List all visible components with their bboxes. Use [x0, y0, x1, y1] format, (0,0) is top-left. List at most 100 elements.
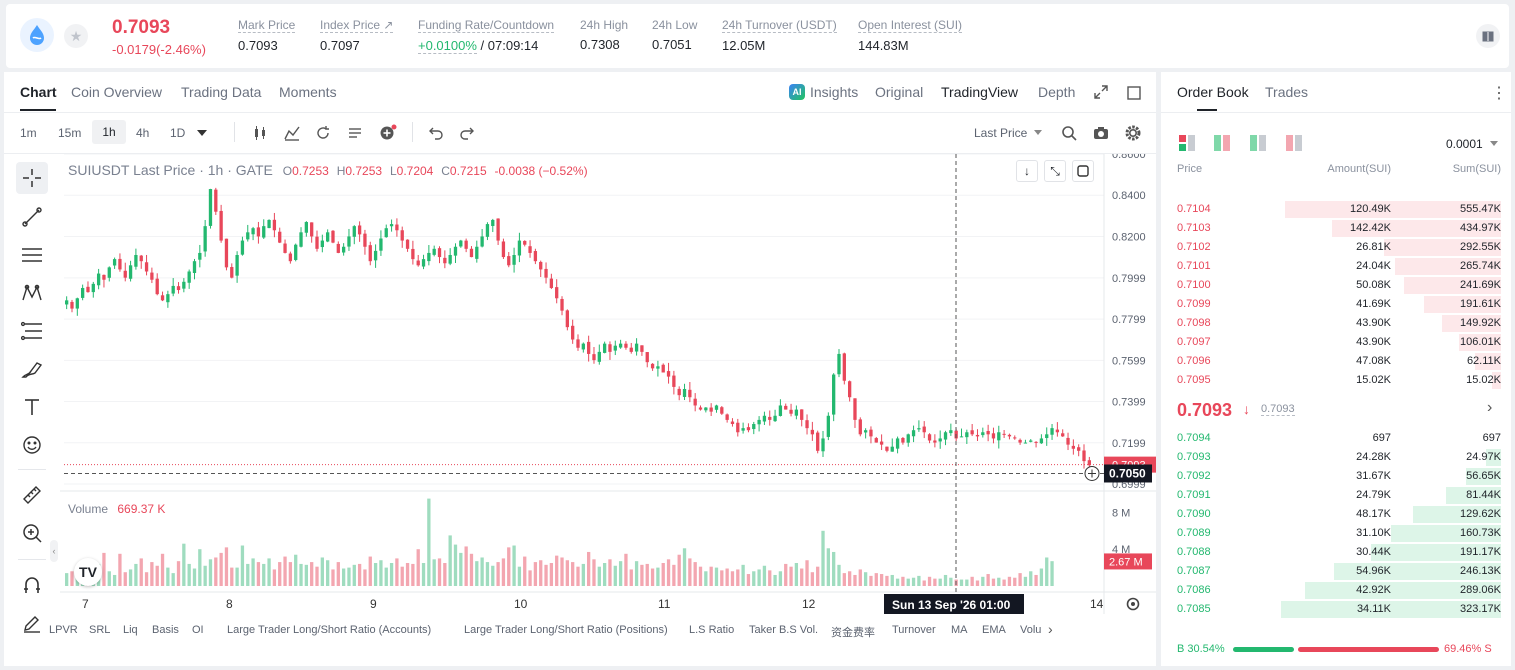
bid-row[interactable]: 0.7086 42.92K 289.06K	[1161, 581, 1511, 600]
search-icon[interactable]	[1061, 125, 1077, 141]
ask-row[interactable]: 0.7104 120.49K 555.47K	[1161, 200, 1511, 219]
refresh-icon[interactable]	[315, 125, 331, 141]
tab-order-book[interactable]: Order Book	[1177, 84, 1249, 100]
ask-row[interactable]: 0.7099 41.69K 191.61K	[1161, 295, 1511, 314]
tab-coin-overview[interactable]: Coin Overview	[71, 84, 163, 100]
ask-row[interactable]: 0.7096 47.08K 62.11K	[1161, 352, 1511, 371]
ask-price[interactable]: 0.7101	[1177, 260, 1211, 272]
ruler-tool-icon[interactable]	[16, 479, 48, 511]
ask-row[interactable]: 0.7098 43.90K 149.92K	[1161, 314, 1511, 333]
tab-trading-data[interactable]: Trading Data	[181, 84, 262, 100]
ask-row[interactable]: 0.7102 26.81K 292.55K	[1161, 238, 1511, 257]
more-menu-icon[interactable]: ⋮	[1491, 85, 1507, 102]
undo-icon[interactable]	[428, 125, 444, 141]
indicator-lpvr[interactable]: LPVR	[49, 624, 78, 636]
ask-price[interactable]: 0.7103	[1177, 222, 1211, 234]
ask-price[interactable]: 0.7100	[1177, 279, 1211, 291]
redo-icon[interactable]	[459, 125, 475, 141]
text-tool-icon[interactable]	[16, 391, 48, 423]
bid-row[interactable]: 0.7091 24.79K 81.44K	[1161, 486, 1511, 505]
pencil-lock-tool-icon[interactable]	[16, 607, 48, 639]
tab-chart[interactable]: Chart	[20, 84, 57, 100]
bid-price[interactable]: 0.7088	[1177, 546, 1211, 558]
ask-price[interactable]: 0.7095	[1177, 374, 1211, 386]
bid-row[interactable]: 0.7085 34.11K 323.17K	[1161, 600, 1511, 619]
stat-index-price[interactable]: Index Price ↗ 0.7097	[320, 18, 394, 53]
add-indicator-icon[interactable]	[379, 124, 397, 142]
collapse-arrows-icon[interactable]: ⤡	[1044, 160, 1066, 182]
chevron-right-icon[interactable]: ›	[1487, 399, 1493, 416]
indicator-liq[interactable]: Liq	[123, 624, 138, 636]
precision-select[interactable]: 0.0001	[1446, 137, 1483, 151]
book-bids-only-icon[interactable]	[1214, 135, 1230, 151]
scroll-right-icon[interactable]: ›	[1048, 621, 1053, 637]
indicator-large-trader-positions[interactable]: Large Trader Long/Short Ratio (Positions…	[464, 624, 668, 636]
bid-price[interactable]: 0.7092	[1177, 470, 1211, 482]
indicator-turnover[interactable]: Turnover	[892, 624, 936, 636]
indicator-ma[interactable]: MA	[951, 624, 968, 636]
indicator-volume[interactable]: Volu	[1020, 624, 1042, 636]
indicators-icon[interactable]	[284, 125, 300, 141]
bid-price[interactable]: 0.7094	[1177, 432, 1211, 444]
bid-row[interactable]: 0.7087 54.96K 246.13K	[1161, 562, 1511, 581]
price-source-select[interactable]: Last Price	[974, 126, 1028, 140]
brush-tool-icon[interactable]	[16, 353, 48, 385]
bid-row[interactable]: 0.7092 31.67K 56.65K	[1161, 467, 1511, 486]
ask-row[interactable]: 0.7100 50.08K 241.69K	[1161, 276, 1511, 295]
indicator-large-trader-accounts[interactable]: Large Trader Long/Short Ratio (Accounts)	[227, 624, 432, 636]
zoom-in-tool-icon[interactable]	[16, 517, 48, 549]
expand-icon[interactable]	[1093, 84, 1109, 100]
indicator-funding-rate[interactable]: 资金费率	[831, 627, 875, 639]
bid-row[interactable]: 0.7094 697 697	[1161, 429, 1511, 448]
candlestick-chart[interactable]: 0.8600 0.8400 0.8200 0.7999 0.7799 0.7599 0.73…	[60, 154, 1156, 614]
bid-price[interactable]: 0.7089	[1177, 527, 1211, 539]
bid-row[interactable]: 0.7090 48.17K 129.62K	[1161, 505, 1511, 524]
favorite-star-icon[interactable]: ★	[64, 24, 88, 48]
magnet-tool-icon[interactable]	[16, 569, 48, 601]
pattern-tool-icon[interactable]	[16, 277, 48, 309]
settings-gear-icon[interactable]	[1125, 125, 1141, 141]
bid-price[interactable]: 0.7085	[1177, 603, 1211, 615]
ask-price[interactable]: 0.7096	[1177, 355, 1211, 367]
timeframe-dropdown-icon[interactable]	[196, 127, 208, 139]
indicator-basis[interactable]: Basis	[152, 624, 179, 636]
tab-tradingview[interactable]: TradingView	[941, 84, 1019, 100]
ask-price[interactable]: 0.7098	[1177, 317, 1211, 329]
indicator-ema[interactable]: EMA	[982, 624, 1006, 636]
horizontal-lines-tool-icon[interactable]	[16, 239, 48, 271]
indicator-ls-ratio[interactable]: L.S Ratio	[689, 624, 735, 636]
tab-insights[interactable]: Insights	[810, 84, 859, 100]
bid-price[interactable]: 0.7087	[1177, 565, 1211, 577]
ask-price[interactable]: 0.7097	[1177, 336, 1211, 348]
timeframe-1m[interactable]: 1m	[20, 126, 37, 140]
ask-row[interactable]: 0.7103 142.42K 434.97K	[1161, 219, 1511, 238]
bid-row[interactable]: 0.7088 30.44K 191.17K	[1161, 543, 1511, 562]
tab-moments[interactable]: Moments	[279, 84, 337, 100]
bid-price[interactable]: 0.7093	[1177, 451, 1211, 463]
book-icon[interactable]	[1476, 24, 1500, 48]
ask-row[interactable]: 0.7101 24.04K 265.74K	[1161, 257, 1511, 276]
trend-line-tool-icon[interactable]	[16, 201, 48, 233]
collapse-toolbar-icon[interactable]: ‹	[50, 540, 58, 562]
bid-row[interactable]: 0.7093 24.28K 24.97K	[1161, 448, 1511, 467]
timeframe-15m[interactable]: 15m	[58, 126, 82, 140]
book-both-sides-icon[interactable]	[1179, 135, 1195, 151]
fullscreen-icon[interactable]	[1072, 160, 1094, 182]
ask-price[interactable]: 0.7099	[1177, 298, 1211, 310]
window-icon[interactable]	[1126, 85, 1141, 100]
template-icon[interactable]	[347, 125, 363, 141]
tradingview-logo-icon[interactable]: TV	[74, 558, 102, 586]
ask-row[interactable]: 0.7097 43.90K 106.01K	[1161, 333, 1511, 352]
price-source-caret-icon[interactable]	[1034, 128, 1042, 136]
tab-trades[interactable]: Trades	[1265, 84, 1309, 100]
emoji-tool-icon[interactable]	[16, 429, 48, 461]
book-asks-only-icon[interactable]	[1286, 135, 1302, 151]
indicator-oi[interactable]: OI	[192, 624, 204, 636]
ask-price[interactable]: 0.7102	[1177, 241, 1211, 253]
crosshair-tool-icon[interactable]	[16, 162, 48, 194]
bid-row[interactable]: 0.7089 31.10K 160.73K	[1161, 524, 1511, 543]
ask-row[interactable]: 0.7095 15.02K 15.02K	[1161, 371, 1511, 390]
timeframe-1h[interactable]: 1h	[92, 120, 126, 144]
candle-type-icon[interactable]	[252, 125, 268, 141]
timeframe-4h[interactable]: 4h	[136, 126, 150, 140]
